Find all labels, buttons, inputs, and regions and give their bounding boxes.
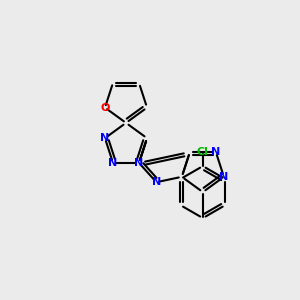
Text: N: N [134,158,144,168]
Text: N: N [152,177,161,187]
Text: N: N [108,158,118,168]
Text: Cl: Cl [197,147,209,157]
Text: O: O [100,103,110,112]
Text: N: N [100,133,110,143]
Text: N: N [219,172,229,182]
Text: N: N [211,147,220,157]
